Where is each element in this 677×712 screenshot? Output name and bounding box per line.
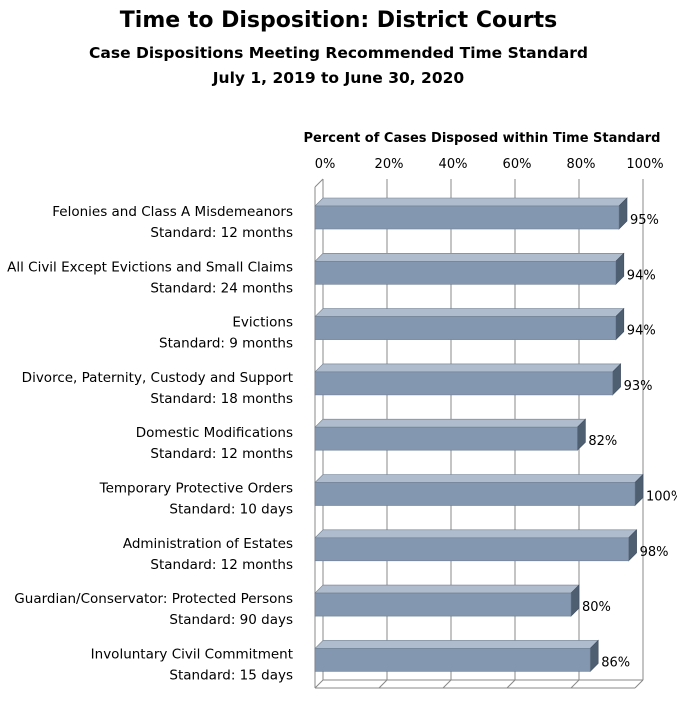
data-label: 86% bbox=[601, 655, 630, 670]
bar bbox=[314, 592, 572, 617]
x-tick-label: 0% bbox=[315, 157, 336, 172]
bar-top-face bbox=[314, 474, 644, 483]
floor-grid-line bbox=[314, 679, 324, 689]
category-standard: Standard: 9 months bbox=[159, 336, 293, 352]
bar-top-face bbox=[314, 529, 638, 539]
chart-subtitle: Case Dispositions Meeting Recommended Ti… bbox=[89, 44, 588, 62]
data-label: 94% bbox=[627, 324, 656, 339]
data-label: 93% bbox=[624, 379, 653, 394]
category-label: Temporary Protective Orders bbox=[99, 481, 293, 497]
bar bbox=[314, 205, 620, 230]
chart-title: Time to Disposition: District Courts bbox=[119, 8, 558, 33]
category-label: Guardian/Conservator: Protected Persons bbox=[14, 591, 293, 607]
bar-top-face bbox=[314, 363, 622, 373]
data-label: 100% bbox=[646, 490, 677, 505]
category-label: Divorce, Paternity, Custody and Support bbox=[22, 370, 293, 386]
category-standard: Standard: 90 days bbox=[169, 612, 293, 628]
bar bbox=[314, 316, 617, 340]
bar-top-face bbox=[314, 640, 599, 649]
category-standard: Standard: 15 days bbox=[169, 667, 293, 683]
bar-top-face bbox=[314, 584, 580, 594]
bar bbox=[314, 537, 629, 562]
bars bbox=[314, 197, 644, 673]
chart-date-range: July 1, 2019 to June 30, 2020 bbox=[212, 69, 465, 87]
x-tick-label: 60% bbox=[503, 157, 532, 172]
bar bbox=[314, 371, 613, 396]
x-axis-title: Percent of Cases Disposed within Time St… bbox=[304, 131, 661, 146]
x-tick-label: 20% bbox=[375, 157, 404, 172]
data-label: 98% bbox=[640, 545, 669, 560]
data-label: 94% bbox=[627, 268, 656, 283]
category-standard: Standard: 24 months bbox=[150, 280, 293, 296]
x-tick-label: 40% bbox=[439, 157, 468, 172]
category-standard: Standard: 18 months bbox=[150, 391, 293, 407]
floor-grid-line bbox=[506, 679, 516, 689]
category-label: All Civil Except Evictions and Small Cla… bbox=[7, 259, 293, 275]
category-label: Felonies and Class A Misdemeanors bbox=[52, 204, 293, 220]
bar-top-face bbox=[314, 418, 587, 428]
bar-top-face bbox=[314, 308, 625, 317]
data-label: 82% bbox=[588, 434, 617, 449]
bar-top-face bbox=[314, 197, 628, 207]
bar bbox=[314, 482, 636, 506]
category-standard: Standard: 10 days bbox=[169, 502, 293, 518]
data-labels: 95% 94% 94% 93% 82% 100% 98% 80% 86% bbox=[582, 213, 677, 670]
category-label: Administration of Estates bbox=[123, 536, 293, 552]
left-wall-top bbox=[314, 178, 324, 188]
bar bbox=[314, 648, 591, 672]
floor-grid-line bbox=[634, 679, 644, 689]
x-tick-label: 100% bbox=[626, 157, 663, 172]
floor-grid-line bbox=[442, 679, 452, 689]
category-labels: Felonies and Class A Misdemeanors Standar… bbox=[7, 204, 293, 683]
category-standard: Standard: 12 months bbox=[150, 557, 293, 573]
x-tick-label: 80% bbox=[567, 157, 596, 172]
category-label: Evictions bbox=[232, 315, 293, 331]
bar-top-face bbox=[314, 253, 625, 262]
data-label: 95% bbox=[630, 213, 659, 228]
floor-grid-line bbox=[378, 679, 388, 689]
x-axis-ticks: 0% 20% 40% 60% 80% 100% bbox=[315, 157, 664, 172]
category-standard: Standard: 12 months bbox=[150, 446, 293, 462]
category-label: Domestic Modifications bbox=[136, 425, 293, 441]
bar bbox=[314, 260, 617, 285]
bar bbox=[314, 426, 578, 451]
category-label: Involuntary Civil Commitment bbox=[91, 646, 293, 662]
floor-grid-line bbox=[570, 679, 580, 689]
category-standard: Standard: 12 months bbox=[150, 225, 293, 241]
data-label: 80% bbox=[582, 600, 611, 615]
